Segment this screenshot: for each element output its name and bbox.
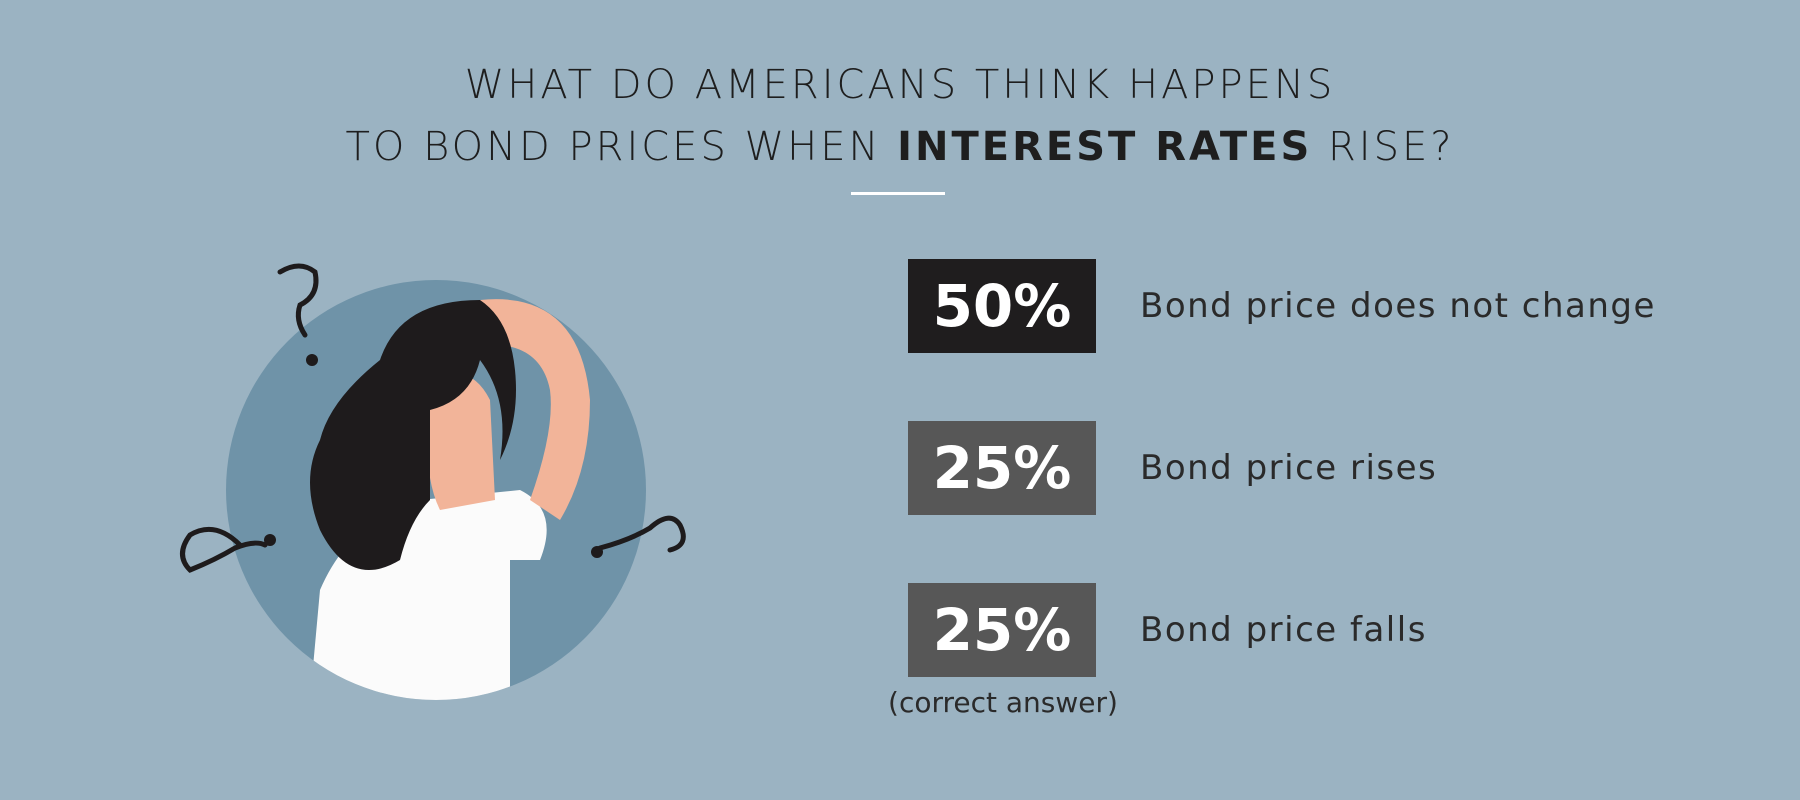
title-line: WHAT DO AMERICANS THINK HAPPENS — [0, 62, 1800, 108]
title-text: RISE? — [1328, 124, 1455, 170]
title-bold: INTEREST RATES — [897, 124, 1313, 170]
answer-note: (correct answer) — [888, 686, 1118, 719]
stat-box: 25% — [908, 583, 1096, 677]
title-text: WHAT DO AMERICANS THINK HAPPENS — [464, 62, 1336, 108]
answer-label: Bond price rises — [1140, 448, 1438, 488]
illustration — [180, 263, 686, 700]
answer-label: Bond price falls — [1140, 610, 1427, 650]
answer-label: Bond price does not change — [1140, 286, 1656, 326]
stat-box: 50% — [908, 259, 1096, 353]
title-text: TO BOND PRICES WHEN — [345, 124, 882, 170]
title-line: TO BOND PRICES WHEN INTEREST RATES RISE? — [0, 124, 1800, 170]
stat-box: 25% — [908, 421, 1096, 515]
divider — [851, 192, 945, 195]
